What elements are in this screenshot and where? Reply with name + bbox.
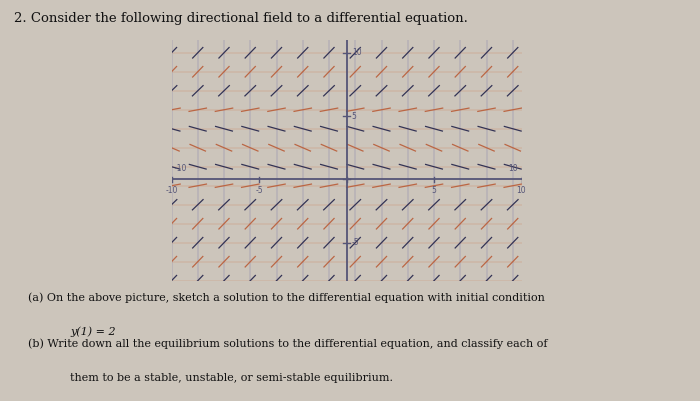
Text: -5: -5 (351, 238, 359, 247)
Text: -10: -10 (175, 164, 188, 173)
Text: y(1) = 2: y(1) = 2 (70, 327, 116, 337)
Text: (a) On the above picture, sketch a solution to the differential equation with in: (a) On the above picture, sketch a solut… (28, 293, 545, 303)
Text: 10: 10 (517, 186, 526, 195)
Text: (b) Write down all the equilibrium solutions to the differential equation, and c: (b) Write down all the equilibrium solut… (28, 339, 547, 349)
Text: 2. Consider the following directional field to a differential equation.: 2. Consider the following directional fi… (14, 12, 468, 25)
Text: 10: 10 (351, 48, 361, 57)
Text: 5: 5 (432, 186, 436, 195)
Text: them to be a stable, unstable, or semi-stable equilibrium.: them to be a stable, unstable, or semi-s… (70, 373, 393, 383)
Text: 10: 10 (508, 164, 518, 173)
Text: -10: -10 (165, 186, 178, 195)
Text: -5: -5 (256, 186, 262, 195)
Text: 5: 5 (351, 111, 356, 121)
